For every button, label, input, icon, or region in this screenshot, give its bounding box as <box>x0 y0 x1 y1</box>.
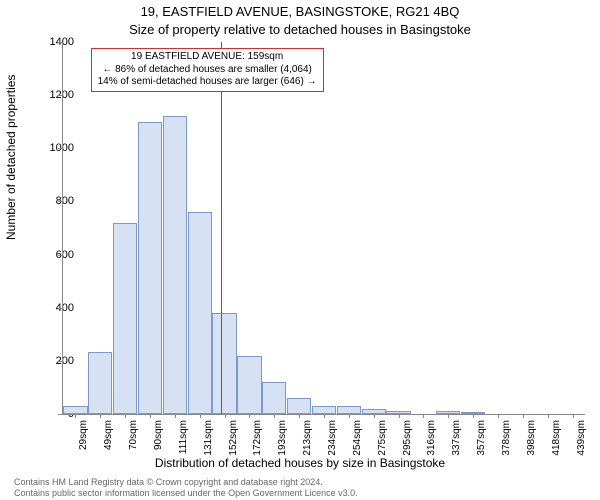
bar <box>138 122 162 414</box>
bar <box>287 398 311 414</box>
x-tick-label: 29sqm <box>78 420 89 450</box>
x-tick-label: 275sqm <box>377 420 388 456</box>
x-tick-mark <box>299 414 300 418</box>
footer-line1: Contains HM Land Registry data © Crown c… <box>14 477 358 488</box>
x-tick-mark <box>100 414 101 418</box>
x-tick-mark <box>573 414 574 418</box>
x-tick-mark <box>498 414 499 418</box>
x-tick-label: 418sqm <box>551 420 562 456</box>
x-tick-label: 193sqm <box>277 420 288 456</box>
chart-title-line1: 19, EASTFIELD AVENUE, BASINGSTOKE, RG21 … <box>0 4 600 19</box>
reference-line <box>221 42 222 414</box>
x-tick-label: 398sqm <box>526 420 537 456</box>
x-tick-mark <box>423 414 424 418</box>
bar <box>88 352 112 414</box>
annotation-line2: ← 86% of detached houses are smaller (4,… <box>98 64 317 77</box>
y-axis-label: Number of detached properties <box>4 75 18 240</box>
x-tick-label: 70sqm <box>128 420 139 450</box>
x-tick-label: 49sqm <box>103 420 114 450</box>
x-tick-mark <box>448 414 449 418</box>
x-tick-label: 378sqm <box>501 420 512 456</box>
x-tick-mark <box>274 414 275 418</box>
footer-text: Contains HM Land Registry data © Crown c… <box>14 477 358 499</box>
x-tick-label: 172sqm <box>252 420 263 456</box>
bar <box>262 382 286 414</box>
annotation-box: 19 EASTFIELD AVENUE: 159sqm ← 86% of det… <box>91 48 324 92</box>
x-tick-mark <box>125 414 126 418</box>
x-tick-label: 316sqm <box>426 420 437 456</box>
x-tick-mark <box>175 414 176 418</box>
x-tick-mark <box>200 414 201 418</box>
bar <box>237 356 261 414</box>
x-tick-mark <box>150 414 151 418</box>
x-tick-mark <box>249 414 250 418</box>
bar <box>337 406 361 414</box>
x-tick-mark <box>374 414 375 418</box>
x-tick-label: 152sqm <box>228 420 239 456</box>
bar <box>212 313 236 414</box>
x-tick-mark <box>349 414 350 418</box>
x-axis-label: Distribution of detached houses by size … <box>0 456 600 470</box>
x-tick-label: 213sqm <box>302 420 313 456</box>
x-tick-label: 131sqm <box>203 420 214 456</box>
x-tick-mark <box>399 414 400 418</box>
x-tick-mark <box>225 414 226 418</box>
x-tick-mark <box>548 414 549 418</box>
x-tick-mark <box>473 414 474 418</box>
x-tick-label: 295sqm <box>402 420 413 456</box>
bar <box>312 406 336 414</box>
bar <box>63 406 87 414</box>
annotation-line1: 19 EASTFIELD AVENUE: 159sqm <box>98 51 317 64</box>
x-tick-label: 254sqm <box>352 420 363 456</box>
chart-title-line2: Size of property relative to detached ho… <box>0 22 600 37</box>
x-tick-label: 234sqm <box>327 420 338 456</box>
bar <box>163 116 187 414</box>
chart-container: 19, EASTFIELD AVENUE, BASINGSTOKE, RG21 … <box>0 0 600 500</box>
x-tick-label: 439sqm <box>576 420 587 456</box>
annotation-line3: 14% of semi-detached houses are larger (… <box>98 76 317 89</box>
plot-area: 19 EASTFIELD AVENUE: 159sqm ← 86% of det… <box>62 42 585 415</box>
x-tick-mark <box>523 414 524 418</box>
bar <box>113 223 137 414</box>
x-tick-mark <box>75 414 76 418</box>
bar <box>188 212 212 414</box>
footer-line2: Contains public sector information licen… <box>14 488 358 499</box>
x-tick-label: 111sqm <box>178 420 189 454</box>
x-tick-label: 337sqm <box>451 420 462 456</box>
x-tick-mark <box>324 414 325 418</box>
x-tick-label: 357sqm <box>476 420 487 456</box>
x-tick-label: 90sqm <box>153 420 164 450</box>
